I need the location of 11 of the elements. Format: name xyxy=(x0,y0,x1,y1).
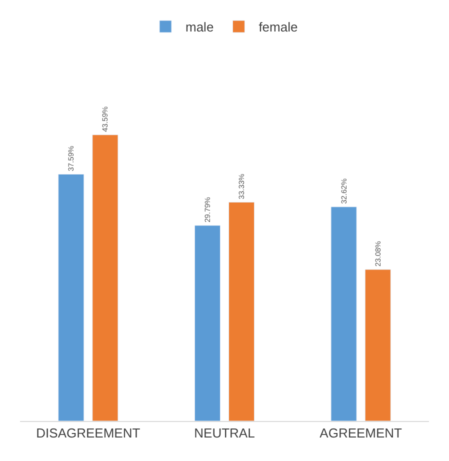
x-tick-label: NEUTRAL xyxy=(194,426,255,441)
bar xyxy=(58,174,84,421)
x-tick-label: AGREEMENT xyxy=(320,426,402,441)
bar xyxy=(228,202,255,421)
legend-label: female xyxy=(258,20,298,35)
bar xyxy=(330,206,357,421)
bar xyxy=(92,134,118,421)
legend-label: male xyxy=(186,20,214,35)
bar xyxy=(194,225,220,421)
bar xyxy=(364,269,391,421)
x-tick-label: DISAGREEMENT xyxy=(36,426,140,441)
